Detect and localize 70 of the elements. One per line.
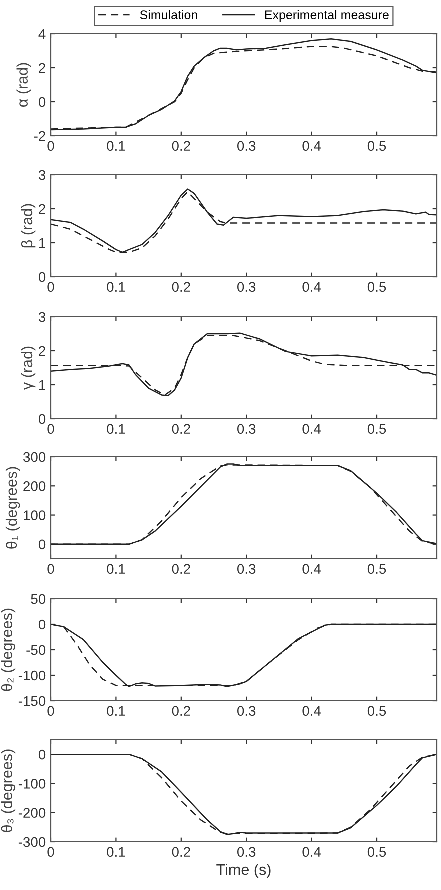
y-tick-label: 3 [38, 312, 46, 322]
legend-label: Simulation [140, 10, 198, 20]
y-axis-title: θ₃ (degrees) [1, 750, 16, 832]
x-tick-label: 0.2 [172, 282, 190, 292]
y-tick-label: 1 [39, 380, 46, 390]
y-axis-title: γ (rad) [21, 346, 36, 390]
x-tick-label: 0.2 [172, 847, 190, 858]
x-tick-label: 0 [48, 706, 54, 716]
x-tick-label: 0.5 [368, 847, 386, 858]
y-tick-label: 0 [38, 414, 46, 424]
y-tick-label: -100 [18, 670, 46, 681]
x-tick-label: 0.4 [302, 706, 322, 716]
x-tick-label: 0.1 [107, 424, 126, 434]
x-tick-label: 0.2 [172, 141, 190, 152]
y-tick-label: 200 [24, 481, 46, 492]
y-tick-label: 0 [38, 540, 46, 550]
x-tick-label: 0.5 [368, 424, 386, 434]
x-tick-label: 0.3 [238, 424, 256, 434]
y-axis-title: α (rad) [16, 63, 32, 108]
x-tick-label: 0.4 [302, 282, 322, 292]
y-tick-label: 300 [24, 452, 46, 462]
x-tick-label: 0.3 [238, 141, 256, 152]
x-tick-label: 0.1 [107, 847, 126, 858]
x-tick-label: 0.2 [172, 564, 190, 574]
x-axis-title: Time (s) [216, 864, 271, 878]
y-tick-label: 0 [38, 620, 46, 630]
x-tick-label: 0.4 [302, 141, 322, 152]
y-tick-label: 3 [38, 170, 46, 180]
y-tick-label: 2 [39, 63, 46, 74]
x-tick-label: 0.5 [368, 564, 386, 574]
y-tick-label: 1 [39, 238, 46, 248]
x-tick-label: 0.4 [302, 564, 322, 574]
y-axis-title: θ₂ (degrees) [1, 608, 16, 692]
y-tick-label: -2 [34, 131, 46, 142]
x-tick-label: 0.3 [238, 282, 256, 292]
y-tick-label: -50 [26, 645, 46, 656]
x-tick-label: 0.1 [107, 282, 126, 292]
legend-label: Experimental measure [265, 10, 389, 22]
y-tick-label: 0 [38, 97, 46, 108]
x-tick-label: 0.2 [172, 424, 190, 434]
x-tick-label: 0 [48, 141, 54, 152]
x-tick-label: 0.2 [172, 706, 190, 716]
y-axis-title: β (rad) [21, 204, 36, 248]
x-tick-label: 0 [48, 564, 54, 574]
x-tick-label: 0.5 [368, 282, 386, 292]
y-tick-label: 2 [39, 204, 46, 214]
y-tick-label: 0 [38, 750, 46, 760]
y-tick-label: 0 [38, 272, 46, 282]
x-tick-label: 0.4 [302, 424, 322, 434]
y-tick-label: -100 [18, 779, 46, 789]
x-tick-label: 0.3 [238, 564, 256, 574]
y-tick-label: 50 [31, 594, 46, 604]
y-tick-label: -200 [18, 808, 46, 818]
x-tick-label: 0.1 [107, 706, 126, 716]
x-tick-label: 0 [48, 424, 54, 434]
x-tick-label: 0 [48, 282, 54, 292]
x-tick-label: 0.1 [107, 564, 126, 574]
x-tick-label: 0.3 [238, 706, 256, 716]
x-tick-label: 0.4 [302, 847, 322, 858]
y-axis-title: θ₁ (degrees) [6, 467, 20, 549]
x-tick-label: 0.5 [368, 706, 386, 716]
y-tick-label: 2 [39, 346, 46, 356]
y-tick-label: -300 [18, 837, 46, 848]
x-tick-label: 0.5 [368, 141, 386, 152]
y-tick-label: 4 [38, 29, 46, 40]
y-tick-label: -150 [18, 696, 46, 706]
y-tick-label: 100 [24, 510, 46, 520]
x-tick-label: 0.1 [107, 141, 126, 152]
x-tick-label: 0 [48, 847, 54, 858]
x-tick-label: 0.3 [238, 847, 256, 858]
